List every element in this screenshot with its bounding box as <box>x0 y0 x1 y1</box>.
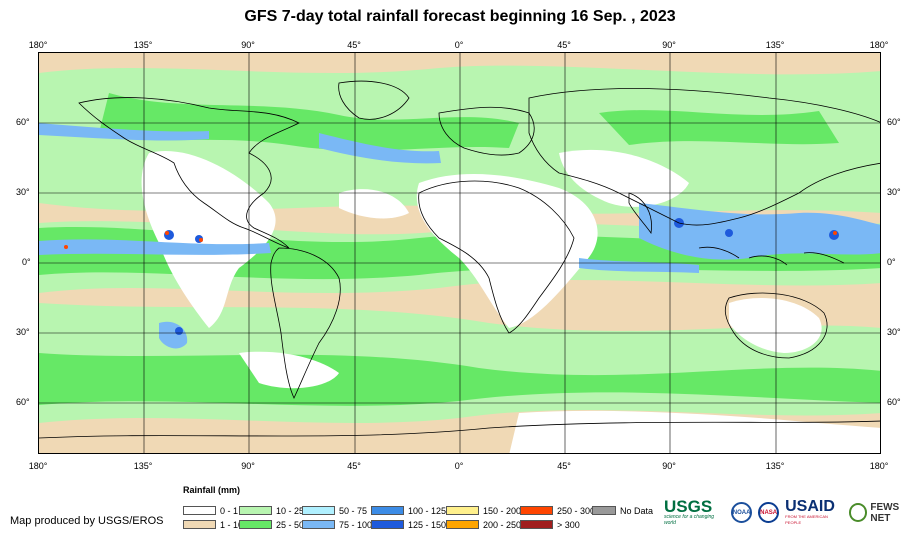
lon-label: 0° <box>454 40 464 50</box>
lon-label: 180° <box>869 461 889 471</box>
legend-swatch <box>302 506 335 515</box>
legend-item: 50 - 75 <box>302 505 367 516</box>
lon-label: 90° <box>241 461 255 471</box>
lat-label: 0° <box>887 257 896 267</box>
nasa-logo: NASA <box>758 502 780 523</box>
legend-label: 10 - 25 <box>276 505 305 516</box>
usaid-logo-text: USAID <box>785 497 835 515</box>
lat-label: 30° <box>887 327 901 337</box>
fews-net-logo: FEWS NET <box>848 501 920 524</box>
legend-swatch <box>302 520 335 529</box>
legend-item: 200 - 250 <box>446 519 521 530</box>
usaid-tagline: FROM THE AMERICAN PEOPLE <box>785 513 828 525</box>
usgs-logo-text: USGS <box>664 497 713 516</box>
legend-swatch <box>371 506 404 515</box>
legend-label: 25 - 50 <box>276 519 305 530</box>
lat-label: 30° <box>887 187 901 197</box>
lon-label: 180° <box>28 461 48 471</box>
legend-swatch <box>239 520 272 529</box>
legend-label: 0 - 1 <box>220 505 239 516</box>
lat-label: 60° <box>887 117 901 127</box>
rainfall-map-svg <box>39 53 880 453</box>
lat-label: 30° <box>16 187 30 197</box>
legend-item: No Data <box>592 505 653 516</box>
lon-label: 90° <box>241 40 255 50</box>
legend-label: 200 - 250 <box>483 519 522 530</box>
legend-label: 75 - 100 <box>339 519 373 530</box>
lon-label: 135° <box>765 461 785 471</box>
legend-item: 75 - 100 <box>302 519 372 530</box>
legend-label: 100 - 125 <box>408 505 447 516</box>
lon-label: 45° <box>347 461 361 471</box>
legend-item: 1 - 10 <box>183 519 243 530</box>
fews-net-icon <box>848 503 868 522</box>
lon-label: 135° <box>133 40 153 50</box>
lat-label: 60° <box>16 397 30 407</box>
no-rain-regions <box>141 149 880 453</box>
lon-label: 135° <box>133 461 153 471</box>
lon-label: 45° <box>557 40 571 50</box>
legend-label: 50 - 75 <box>339 505 368 516</box>
usgs-logo: USGS science for a changing world <box>664 497 725 526</box>
lat-label: 30° <box>16 327 30 337</box>
fews-net-text: FEWS NET <box>870 501 900 524</box>
legend-item: 150 - 200 <box>446 505 521 516</box>
legend-swatch <box>371 520 404 529</box>
legend-label: 150 - 200 <box>483 505 522 516</box>
legend-swatch <box>446 520 479 529</box>
lat-label: 60° <box>887 397 901 407</box>
legend-label: 125 - 150 <box>408 519 447 530</box>
lon-label: 180° <box>28 40 48 50</box>
partner-logos: USGS science for a changing world NOAA N… <box>664 497 920 526</box>
legend-swatch <box>520 506 553 515</box>
legend-item: > 300 <box>520 519 580 530</box>
legend-label: > 300 <box>557 519 580 530</box>
lat-label: 0° <box>22 257 31 267</box>
legend-item: 125 - 150 <box>371 519 446 530</box>
legend-label: 1 - 10 <box>220 519 244 530</box>
extreme-rain-spots <box>64 231 837 249</box>
map-title: GFS 7-day total rainfall forecast beginn… <box>244 8 676 25</box>
legend-item: 10 - 25 <box>239 505 304 516</box>
legend-label: 250 - 300 <box>557 505 596 516</box>
lon-label: 0° <box>454 461 464 471</box>
lon-label: 90° <box>662 40 676 50</box>
usgs-tagline: science for a changing world <box>664 514 715 526</box>
legend-swatch <box>520 520 553 529</box>
coastlines <box>39 80 880 439</box>
legend-item: 250 - 300 <box>520 505 595 516</box>
graticule <box>39 53 880 453</box>
lon-label: 180° <box>869 40 889 50</box>
lon-label: 135° <box>765 40 785 50</box>
usaid-logo: USAID FROM THE AMERICAN PEOPLE <box>785 497 843 526</box>
legend-swatch <box>592 506 616 515</box>
lat-label: 60° <box>16 117 30 127</box>
credit-text: Map produced by USGS/EROS <box>10 515 164 527</box>
legend-item: 100 - 125 <box>371 505 446 516</box>
legend-item: 25 - 50 <box>239 519 304 530</box>
heavy-rain-bands <box>39 123 880 349</box>
legend-item: 0 - 1 <box>183 505 238 516</box>
legend-label: No Data <box>620 505 654 516</box>
legend-swatch <box>239 506 272 515</box>
legend-swatch <box>183 520 216 529</box>
lon-label: 45° <box>347 40 361 50</box>
noaa-logo: NOAA <box>731 502 753 523</box>
legend-swatch <box>446 506 479 515</box>
legend-swatch <box>183 506 216 515</box>
lon-label: 90° <box>662 461 676 471</box>
lon-label: 45° <box>557 461 571 471</box>
rainfall-map <box>38 52 881 454</box>
legend-title: Rainfall (mm) <box>183 485 241 495</box>
